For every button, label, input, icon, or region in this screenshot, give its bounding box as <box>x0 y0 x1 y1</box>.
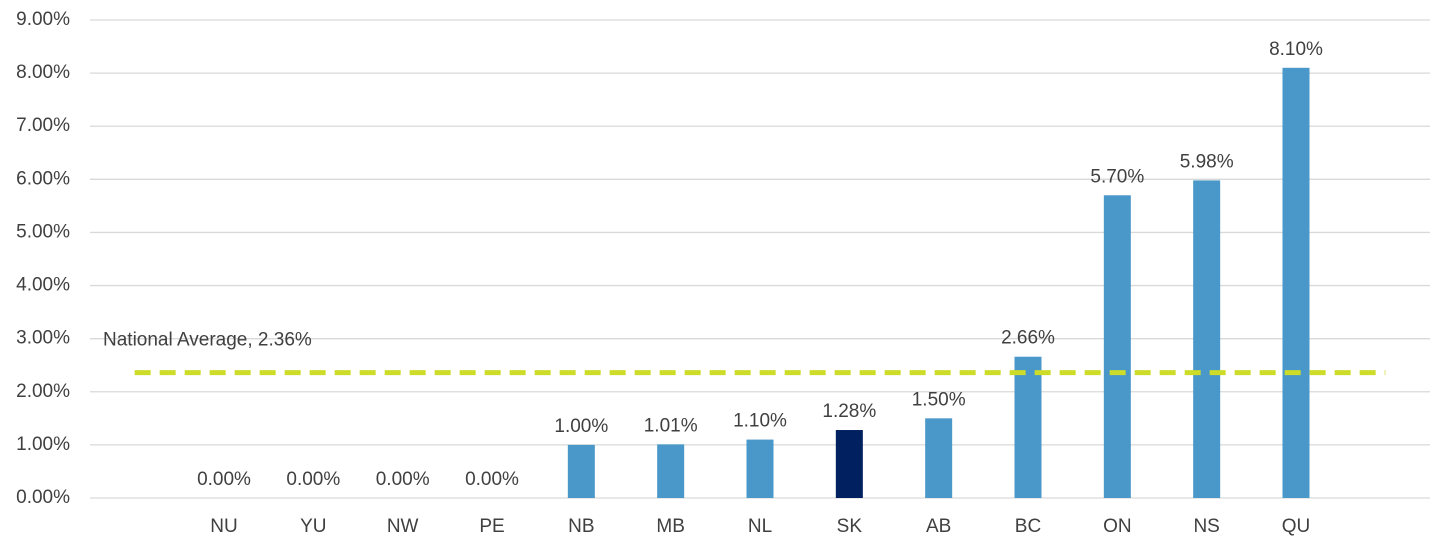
data-label: 0.00% <box>465 469 519 490</box>
data-label: 2.66% <box>1001 328 1055 349</box>
data-label: 1.50% <box>912 389 966 410</box>
data-label: 0.00% <box>286 469 340 490</box>
x-tick-label: NL <box>748 516 772 537</box>
x-tick-label: BC <box>1015 516 1041 537</box>
data-label: 5.98% <box>1180 151 1234 172</box>
bar <box>567 444 595 498</box>
data-label: 1.01% <box>644 415 698 436</box>
y-tick-label: 5.00% <box>16 221 70 242</box>
data-label: 1.00% <box>554 416 608 437</box>
x-tick-label: AB <box>926 516 951 537</box>
x-tick-label: NS <box>1193 516 1219 537</box>
y-tick-label: 6.00% <box>16 168 70 189</box>
bar <box>1282 67 1310 499</box>
x-tick-label: PE <box>479 516 504 537</box>
x-tick-label: QU <box>1282 516 1311 537</box>
x-tick-label: NU <box>210 516 237 537</box>
data-label: 5.70% <box>1090 166 1144 187</box>
y-tick-label: 4.00% <box>16 275 70 296</box>
y-tick-label: 1.00% <box>16 434 70 455</box>
bar <box>1193 180 1221 498</box>
reference-label: National Average, 2.36% <box>103 330 312 351</box>
x-tick-label: MB <box>656 516 685 537</box>
y-tick-label: 0.00% <box>16 487 70 508</box>
bar <box>925 418 953 498</box>
data-label: 8.10% <box>1269 39 1323 60</box>
data-label: 1.28% <box>822 401 876 422</box>
data-label: 0.00% <box>197 469 251 490</box>
data-label: 1.10% <box>733 411 787 432</box>
x-tick-label: ON <box>1103 516 1132 537</box>
bar <box>1014 356 1042 498</box>
bar <box>1103 195 1131 498</box>
x-tick-label: SK <box>837 516 863 537</box>
y-tick-label: 9.00% <box>16 9 70 30</box>
data-label: 0.00% <box>376 469 430 490</box>
bar <box>746 439 774 498</box>
bar <box>657 444 685 498</box>
bar <box>835 430 863 498</box>
x-tick-label: NW <box>387 516 419 537</box>
y-tick-label: 3.00% <box>16 328 70 349</box>
x-tick-label: NB <box>568 516 594 537</box>
y-tick-label: 2.00% <box>16 381 70 402</box>
y-tick-label: 8.00% <box>16 62 70 83</box>
y-tick-label: 7.00% <box>16 115 70 136</box>
x-tick-label: YU <box>300 516 326 537</box>
